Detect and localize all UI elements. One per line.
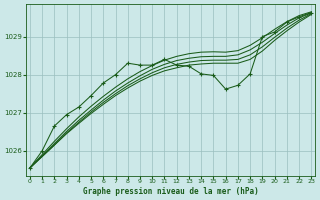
X-axis label: Graphe pression niveau de la mer (hPa): Graphe pression niveau de la mer (hPa) [83, 187, 259, 196]
